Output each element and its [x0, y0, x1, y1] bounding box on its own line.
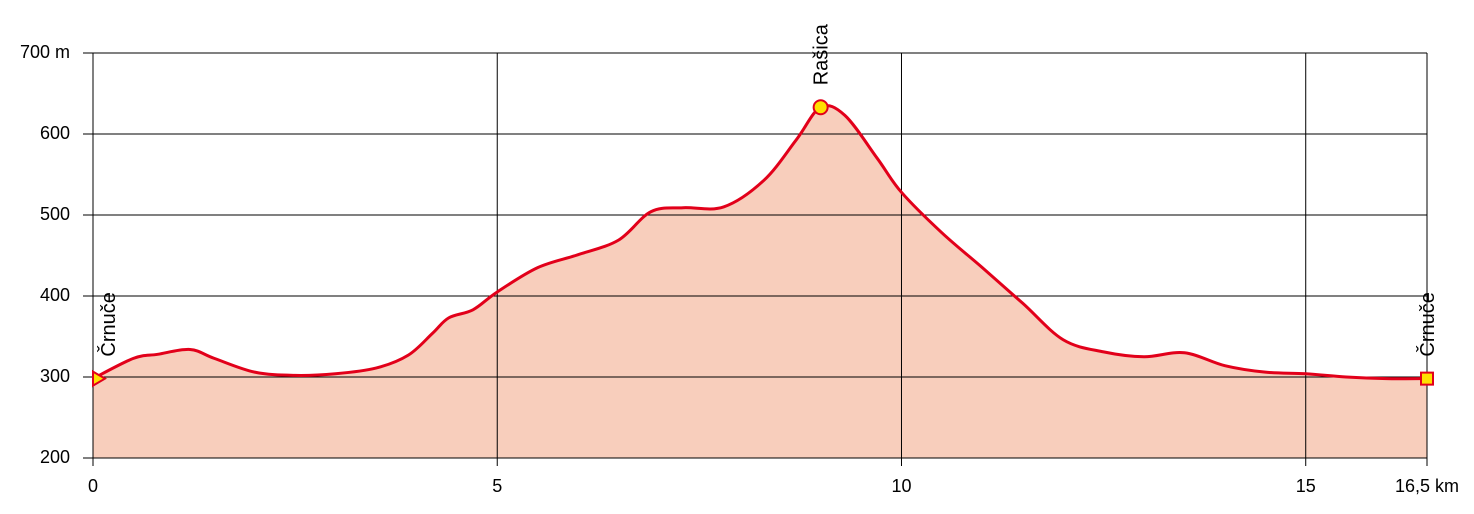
y-tick-label: 400 — [40, 285, 70, 305]
y-tick-label: 600 — [40, 123, 70, 143]
x-tick-label: 10 — [891, 476, 911, 496]
area — [93, 105, 1427, 458]
waypoint-label: Črnuče — [97, 292, 120, 356]
x-tick-label: 15 — [1296, 476, 1316, 496]
y-tick-label: 300 — [40, 366, 70, 386]
waypoint-marker — [1420, 371, 1434, 386]
waypoint-label: Rašica — [811, 23, 833, 85]
x-tick-label: 0 — [88, 476, 98, 496]
x-tick-label: 5 — [492, 476, 502, 496]
waypoint-label: Črnuče — [1416, 292, 1439, 356]
elevation-line — [92, 104, 1428, 381]
waypoint-marker — [812, 99, 829, 116]
y-tick-label: 700 m — [20, 42, 70, 62]
y-tick-label: 500 — [40, 204, 70, 224]
waypoint-marker — [92, 369, 107, 388]
y-tick-label: 200 — [40, 447, 70, 467]
x-tick-label: 16,5 km — [1395, 476, 1459, 496]
